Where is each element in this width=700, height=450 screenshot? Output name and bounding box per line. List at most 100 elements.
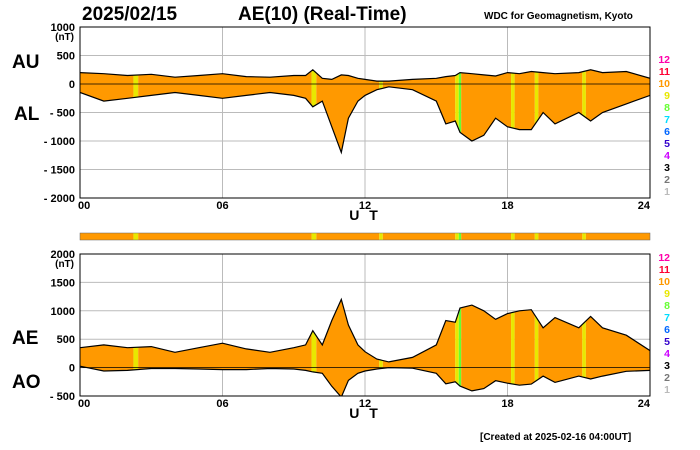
area-fill-segment (538, 69, 583, 153)
area-fill-segment (461, 299, 512, 396)
area-fill-segment (458, 69, 462, 153)
x-tick-label: 12 (359, 398, 371, 410)
legend-station-count: 11 (658, 66, 670, 78)
station-count-bar (79, 232, 651, 241)
legend-station-count: 3 (664, 360, 670, 372)
y-tick-label: 1000 (51, 306, 75, 318)
y-tick-label: 1000 (51, 22, 75, 34)
series-line-au (80, 69, 650, 82)
y-tick-label: 0 (69, 363, 75, 375)
al-label: AL (14, 104, 40, 125)
station-bar-segment (80, 233, 134, 240)
x-axis-label: U T (349, 405, 381, 421)
legend-station-count: 12 (658, 54, 670, 66)
station-bar-segment (582, 233, 586, 240)
y-axis-unit: (nT) (55, 32, 74, 43)
legend-station-count: 4 (664, 348, 670, 360)
chart-panel-2: 2000 1500 1000 500 0 - 500 (nT) 00 06 12 18 24 U T (50, 249, 651, 421)
station-bar-segment (538, 233, 583, 240)
legend-station-count: 8 (664, 300, 670, 312)
ao-label: AO (12, 372, 41, 393)
legend-station-count: 10 (658, 276, 670, 288)
station-bar-segment (514, 233, 535, 240)
station-bar-segment (138, 233, 312, 240)
legend-station-count: 1 (664, 186, 670, 198)
area-fill-segment (511, 69, 515, 153)
data-source-credit: WDC for Geomagnetism, Kyoto (484, 11, 633, 22)
x-tick-label: 06 (216, 398, 228, 410)
x-tick-label: 06 (216, 200, 228, 212)
area-fill-segment (538, 299, 583, 396)
station-bar-segment (534, 233, 539, 240)
x-tick-label: 00 (78, 200, 90, 212)
area-fill-segment (458, 299, 462, 396)
legend-station-count: 11 (658, 264, 670, 276)
plot-frame (79, 26, 651, 199)
x-tick-label: 18 (501, 398, 513, 410)
series-line-al (80, 86, 650, 155)
area-fill-segment (461, 69, 512, 153)
area-fill-segment (455, 299, 459, 396)
x-tick-label: 18 (501, 200, 513, 212)
y-tick-label: - 1000 (44, 136, 75, 148)
series-line-ae (80, 297, 650, 363)
chart-title: AE(10) (Real-Time) (238, 4, 407, 25)
station-bar-segment (455, 233, 459, 240)
legend-station-count: 3 (664, 162, 670, 174)
series-line-ao (80, 365, 650, 396)
y-axis-unit: (nT) (55, 259, 74, 270)
legend-station-count: 8 (664, 102, 670, 114)
au-label: AU (12, 52, 40, 73)
y-tick-label: 1500 (51, 277, 75, 289)
y-tick-label: 0 (69, 79, 75, 91)
station-bar-frame (79, 232, 651, 241)
legend-station-count: 5 (664, 336, 670, 348)
area-fill-segment (582, 299, 586, 396)
area-fill-segment (534, 69, 539, 153)
area-fill-segment (514, 299, 535, 396)
station-bar-segment (458, 233, 462, 240)
chart-panel-1: 1000 500 0 - 500 - 1000 - 1500 - 2000 (nT) 00 06 1… (44, 22, 651, 223)
area-fill-segment (379, 299, 383, 396)
x-tick-label: 24 (638, 398, 651, 410)
legend-station-count: 12 (658, 252, 670, 264)
y-tick-label: 500 (57, 334, 75, 346)
area-fill-segment (455, 69, 459, 153)
area-fill-segment (80, 299, 134, 396)
x-tick-label: 24 (638, 200, 651, 212)
legend-station-count: 9 (664, 90, 670, 102)
y-tick-label: 2000 (51, 249, 75, 261)
y-tick-label: 500 (57, 51, 75, 63)
y-tick-label: - 1500 (44, 165, 75, 177)
station-legend-bottom: 12 11 10 9 8 7 6 5 4 3 2 1 (654, 252, 670, 396)
legend-station-count: 9 (664, 288, 670, 300)
area-fill-segment (514, 69, 535, 153)
station-bar-segment (511, 233, 515, 240)
area-fill-segment (133, 299, 139, 396)
created-timestamp: [Created at 2025-02-16 04:00UT] (480, 432, 632, 443)
legend-station-count: 7 (664, 114, 670, 126)
area-fill-segment (585, 299, 650, 396)
station-bar-segment (316, 233, 380, 240)
area-fill-segment (534, 299, 539, 396)
station-bar-segment (461, 233, 512, 240)
x-axis-label: U T (349, 207, 381, 223)
area-fill-segment (511, 299, 515, 396)
y-tick-label: - 500 (50, 391, 75, 403)
area-fill-segment (311, 299, 317, 396)
x-tick-label: 12 (359, 200, 371, 212)
legend-station-count: 6 (664, 324, 670, 336)
station-bar-segment (133, 233, 139, 240)
legend-station-count: 7 (664, 312, 670, 324)
area-fill-segment (582, 69, 586, 153)
legend-station-count: 2 (664, 372, 670, 384)
legend-station-count: 10 (658, 78, 670, 90)
station-bar-segment (379, 233, 383, 240)
y-tick-label: - 2000 (44, 193, 75, 205)
area-fill-segment (138, 299, 312, 396)
legend-station-count: 5 (664, 138, 670, 150)
legend-station-count: 1 (664, 384, 670, 396)
chart-date: 2025/02/15 (82, 4, 178, 25)
x-tick-label: 00 (78, 398, 90, 410)
